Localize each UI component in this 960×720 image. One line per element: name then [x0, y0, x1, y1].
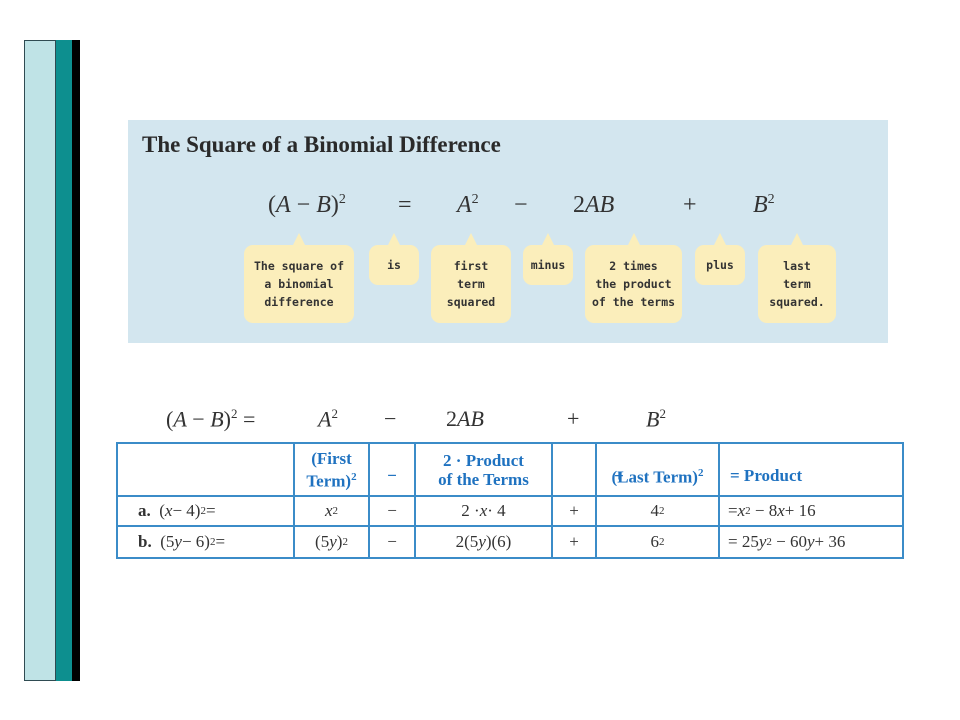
row-b-result: = 25 y 2 − 60 y + 36 [728, 532, 846, 551]
examples-table: (First Term)2 − 2 · Product of the Terms +… [116, 442, 904, 559]
formula-2ab: 2AB [446, 406, 484, 431]
bubble-minus: minus [523, 233, 573, 285]
bubble-two-times-product: 2 times the product of the terms [585, 233, 682, 323]
row-b-plus: + [569, 532, 579, 551]
decor-bar-teal [56, 40, 72, 681]
formula-a-squared: A2 [318, 406, 338, 432]
row-a-expression: a. (x − 4) 2 = [138, 501, 216, 520]
eq-minus: − [514, 192, 528, 218]
formula-lhs: (A − B)2 = [166, 406, 256, 432]
eq-lhs: (A − B)2 [268, 192, 346, 218]
decor-bar-light [24, 40, 56, 681]
definition-title: The Square of a Binomial Difference [142, 132, 501, 157]
eq-2ab: 2AB [573, 192, 615, 218]
header-minus: − [387, 466, 397, 485]
row-b-minus: − [387, 532, 397, 551]
header-last-term: (Last Term)2 [611, 467, 704, 487]
bubble-plus: plus [695, 233, 745, 285]
row-a-plus: + [569, 501, 579, 520]
formula-plus: + [567, 406, 580, 431]
row-b-expression: b. (5 y − 6) 2 = [138, 532, 226, 551]
header-plus: + [614, 466, 624, 485]
bubble-square-of-binomial: The square of a binomial difference [244, 233, 354, 323]
row-b-product: 2(5 y)(6) [455, 532, 512, 551]
eq-b-squared: B2 [753, 192, 775, 218]
bubble-is: is [369, 233, 419, 285]
eq-equals: = [398, 192, 412, 218]
header-product: 2 · Product of the Terms [438, 450, 529, 489]
formula-minus: − [384, 406, 397, 431]
row-a-minus: − [387, 501, 397, 520]
row-b-first-term: (5 y) 2 [315, 532, 348, 551]
bubble-last-term-squared: last term squared. [758, 233, 836, 323]
definition-box: The Square of a Binomial Difference (A −… [128, 120, 888, 343]
formula-b-squared: B2 [646, 406, 666, 432]
decor-bar-black [72, 40, 80, 681]
header-result: = Product [730, 466, 803, 485]
eq-a-squared: A2 [457, 192, 479, 218]
bubble-first-term-squared: first term squared [431, 233, 511, 323]
header-first-term: (First Term)2 [306, 448, 357, 491]
eq-plus: + [683, 192, 697, 218]
row-a-product: 2 · x · 4 [461, 501, 506, 520]
